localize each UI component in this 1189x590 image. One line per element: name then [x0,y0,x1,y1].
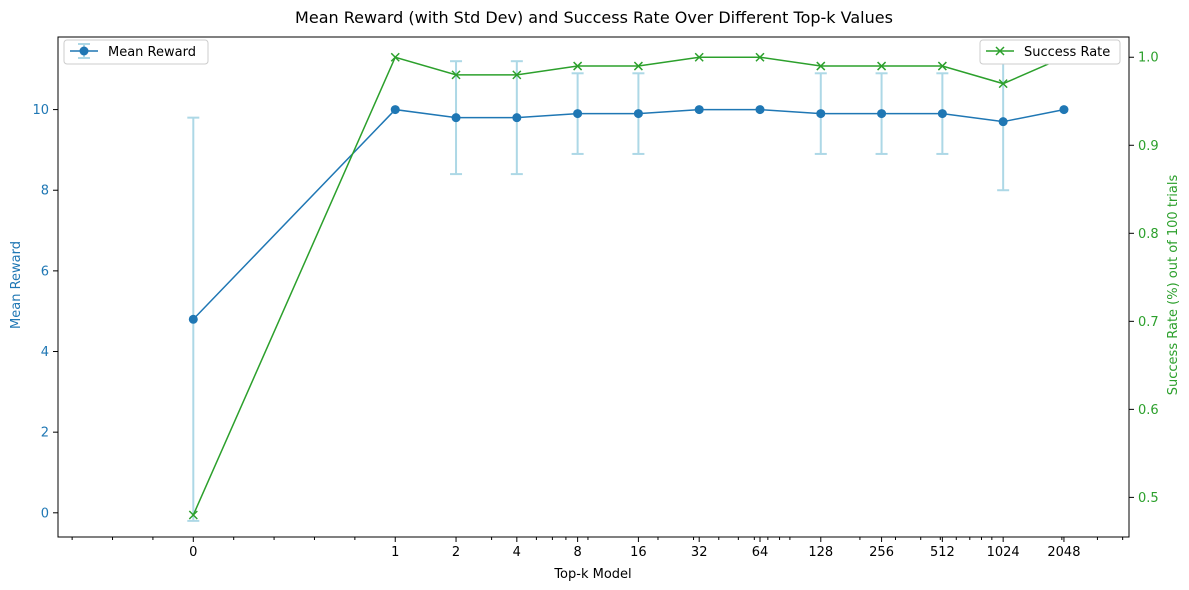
x-tick-label: 8 [573,545,581,560]
success-rate-point [877,61,887,71]
mean-reward-point [188,314,198,324]
left-y-tick-label: 2 [41,426,49,441]
mean-reward-point [573,109,583,119]
left-y-tick-label: 6 [41,264,49,279]
mean-reward-point [451,113,461,123]
mean-reward-point [937,109,947,119]
right-y-tick-label: 0.7 [1138,315,1159,330]
legend-mean-reward-marker [79,46,89,56]
left-y-tick-label: 0 [41,506,49,521]
left-y-axis: 0 2 4 6 8 10 [32,103,58,521]
x-tick-label: 1024 [987,545,1020,560]
x-tick-label: 2048 [1047,545,1080,560]
x-tick-label: 1 [391,545,399,560]
success-rate-point [451,70,461,80]
legend-right-box [979,39,1121,65]
success-rate-markers [188,52,1069,520]
x-axis: 0 1 2 4 8 16 32 64 128 256 512 1024 2048 [71,537,1124,560]
legend-right: Success Rate [979,39,1121,65]
right-y-axis: 0.5 0.6 0.7 0.8 0.9 1.0 [1129,51,1159,506]
mean-reward-point [633,109,643,119]
mean-reward-point [390,105,400,115]
success-rate-point [937,61,947,71]
right-y-tick-label: 0.5 [1138,491,1159,506]
x-tick-label: 128 [808,545,833,560]
mean-reward-errorbars [187,52,1010,522]
plot-area: 0 1 2 4 8 16 32 64 128 256 512 1024 204802468100.50.… [32,36,1159,560]
x-tick-label: 2 [452,545,460,560]
mean-reward-point [755,105,765,115]
right-y-tick-label: 0.6 [1138,403,1159,418]
left-y-tick-label: 10 [32,103,49,118]
success-rate-line [192,56,1065,516]
x-tick-label: 0 [189,545,197,560]
mean-reward-point [694,105,704,115]
mean-reward-line [192,108,1065,320]
success-rate-point [188,510,198,520]
right-y-axis-label: Success Rate (%) out of 100 trials [1166,175,1181,396]
success-rate-point [512,70,522,80]
legend-mean-reward-label: Mean Reward [108,45,196,60]
x-tick-label: 16 [630,545,647,560]
legend-left: Mean Reward [63,39,209,65]
success-rate-point [998,79,1008,89]
mean-reward-point [877,109,887,119]
mean-reward-point [816,109,826,119]
left-y-axis-label: Mean Reward [9,241,24,329]
success-rate-point [816,61,826,71]
right-y-tick-label: 0.9 [1138,139,1159,154]
axes-frame [57,36,1130,538]
left-y-tick-label: 8 [41,184,49,199]
x-tick-label: 512 [930,545,955,560]
mean-reward-markers [188,105,1069,324]
right-y-tick-label: 1.0 [1138,51,1159,66]
mean-reward-point [998,117,1008,127]
success-rate-point [573,61,583,71]
mean-reward-point [1059,105,1069,115]
success-rate-point [633,61,643,71]
right-y-tick-label: 0.8 [1138,227,1159,242]
legend-success-rate-marker [995,46,1005,56]
mean-reward-point [512,113,522,123]
x-tick-label: 4 [513,545,521,560]
legend-left-box [63,39,209,65]
x-axis-label: Top-k Model [553,567,631,582]
success-rate-point [755,52,765,62]
legend-success-rate-label: Success Rate [1024,45,1110,60]
success-rate-point [390,52,400,62]
x-tick-label: 32 [691,545,708,560]
x-tick-label: 64 [752,545,769,560]
x-tick-label: 256 [869,545,894,560]
success-rate-point [694,52,704,62]
chart-title: Mean Reward (with Std Dev) and Success R… [295,8,893,27]
left-y-tick-label: 4 [41,345,49,360]
